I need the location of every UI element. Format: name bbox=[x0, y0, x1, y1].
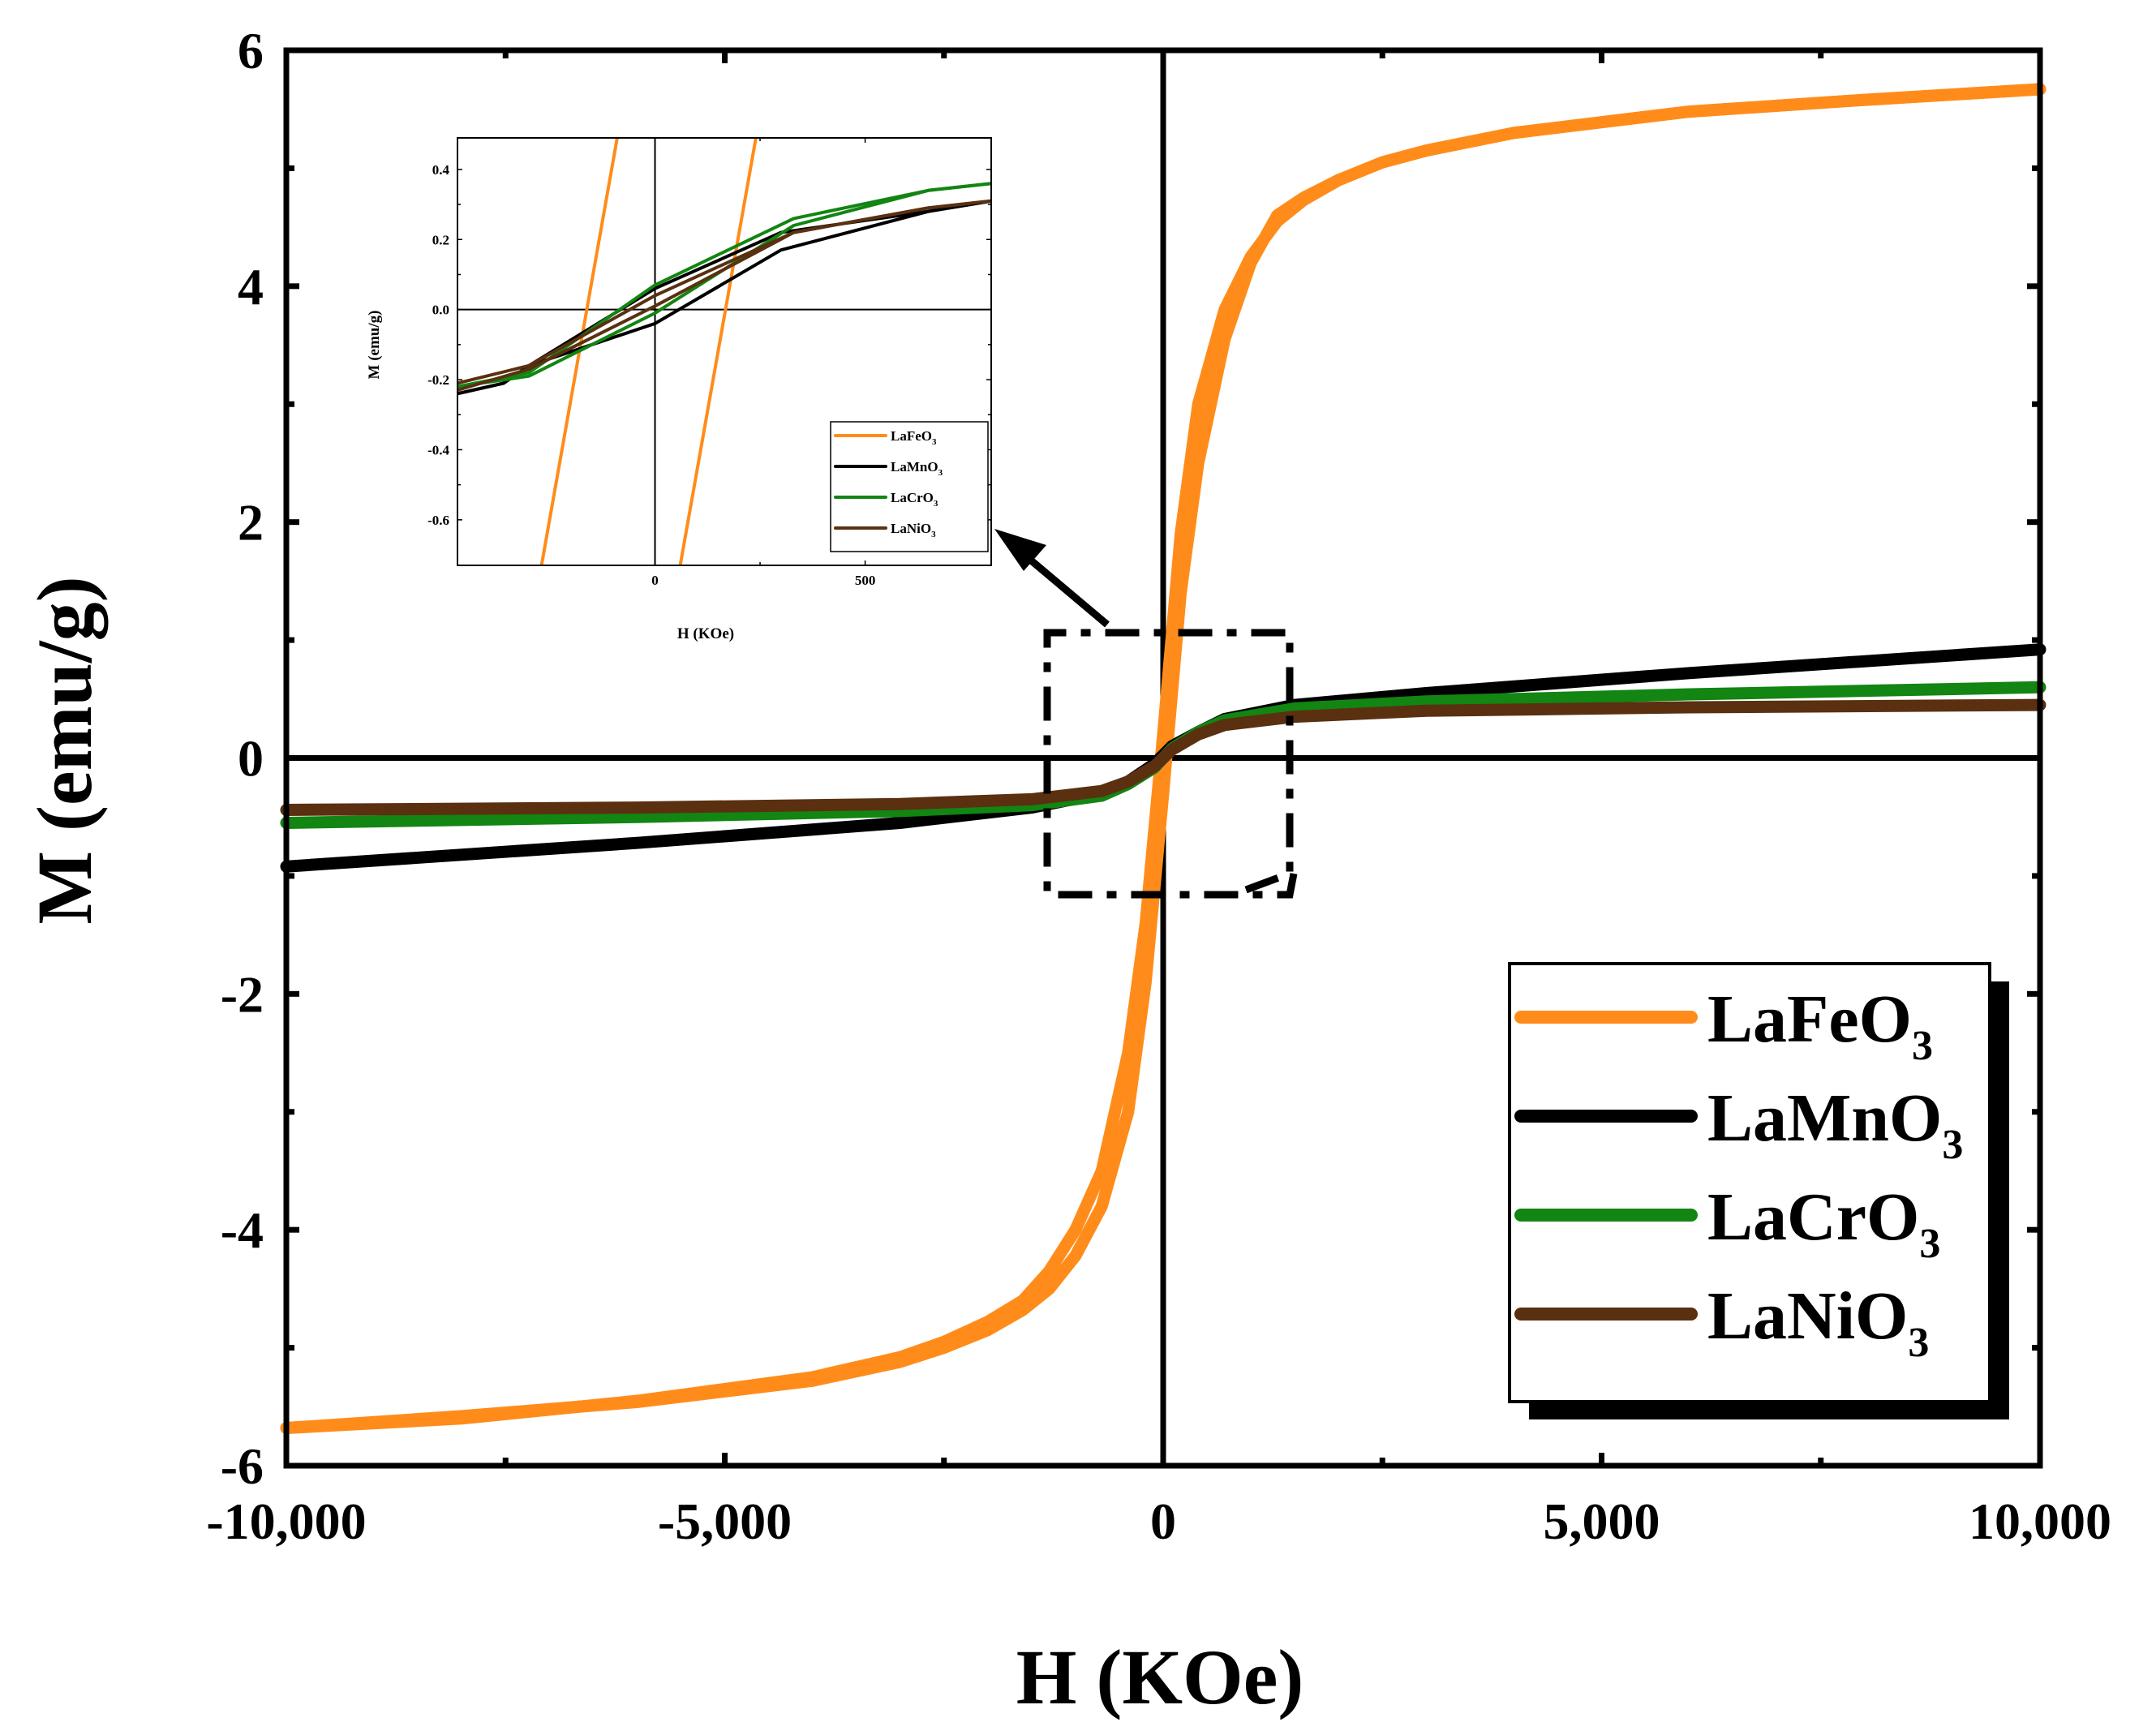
main-legend-label-base: LaFeO bbox=[1707, 981, 1912, 1057]
inset-x-axis-title: H (KOe) bbox=[677, 625, 734, 642]
main-legend-box bbox=[1508, 962, 1991, 1403]
main-x-tick-label: -10,000 bbox=[206, 1492, 366, 1550]
main-series-group bbox=[280, 83, 2046, 1434]
inset-legend-box bbox=[830, 421, 989, 552]
main-y-tick-label: -6 bbox=[221, 1437, 264, 1495]
inset-legend-label-base: LaFeO bbox=[891, 428, 932, 444]
inset-legend-label-lamno3: LaMnO3 bbox=[891, 459, 943, 478]
inset-arrow-shaft bbox=[1028, 556, 1110, 628]
main-series-lafeo3-branch-2 bbox=[280, 83, 2046, 1434]
inset-legend-label-lacro3: LaCrO3 bbox=[891, 490, 938, 509]
main-y-tick-label: 6 bbox=[238, 22, 264, 79]
inset-series-group bbox=[457, 138, 991, 565]
main-ticks: -10,000 -5,000 0 5,000 10,000 -6 -4 -2 0 2 4 6 bbox=[206, 22, 2111, 1550]
inset-legend-label-base: LaMnO bbox=[891, 459, 938, 475]
inset-plot-frame bbox=[457, 137, 992, 566]
inset-series-lanio3-branch-2 bbox=[457, 199, 991, 392]
inset-legend-label-subscript: 3 bbox=[934, 499, 938, 509]
main-y-tick-label: -2 bbox=[221, 965, 264, 1023]
main-x-axis-title: H (KOe) bbox=[1016, 1634, 1304, 1720]
inset-legend-item-lanio3: LaNiO3 bbox=[834, 521, 936, 539]
inset-legend-label-lafeo3: LaFeO3 bbox=[891, 428, 937, 447]
inset-plot: 0 500 -0.6 -0.4 -0.2 0.0 0.2 0.4 H (KOe) M (emu… bbox=[366, 137, 992, 642]
main-legend-label-base: LaNiO bbox=[1707, 1278, 1908, 1354]
zoom-region-box bbox=[1043, 629, 1298, 899]
main-x-tick-label: 0 bbox=[1150, 1492, 1176, 1550]
inset-legend-label-subscript: 3 bbox=[931, 530, 936, 539]
inset-y-tick-label: -0.6 bbox=[427, 513, 449, 528]
inset-y-tick-label: 0.4 bbox=[432, 162, 450, 178]
main-legend-label-subscript: 3 bbox=[1942, 1122, 1963, 1168]
inset-x-tick-label: 500 bbox=[855, 573, 876, 588]
inset-x-tick-label: 0 bbox=[651, 573, 659, 588]
inset-series-lamno3-branch-2 bbox=[457, 199, 991, 396]
main-legend-label-subscript: 3 bbox=[1908, 1320, 1929, 1366]
main-legend-item-lacro3: LaCrO3 bbox=[1514, 1179, 1940, 1267]
main-x-tick-label: 5,000 bbox=[1544, 1492, 1660, 1550]
main-legend-label-lacro3: LaCrO3 bbox=[1707, 1179, 1940, 1267]
main-legend-item-lafeo3: LaFeO3 bbox=[1514, 981, 1933, 1069]
inset-legend-label-subscript: 3 bbox=[938, 468, 943, 478]
main-y-tick-label: 4 bbox=[238, 258, 264, 316]
inset-legend-label-base: LaNiO bbox=[891, 521, 931, 536]
inset-ticks: 0 500 -0.6 -0.4 -0.2 0.0 0.2 0.4 bbox=[427, 138, 991, 588]
main-x-tick-label: 10,000 bbox=[1969, 1492, 2111, 1550]
inset-frame-rect bbox=[457, 137, 992, 566]
inset-y-tick-label: -0.2 bbox=[427, 372, 449, 388]
main-y-tick-label: 0 bbox=[238, 730, 264, 788]
main-legend-label-lafeo3: LaFeO3 bbox=[1707, 981, 1933, 1069]
inset-y-tick-label: -0.4 bbox=[427, 442, 449, 457]
main-legend-label-subscript: 3 bbox=[1912, 1023, 1933, 1069]
inset-arrow-head bbox=[994, 529, 1046, 571]
main-legend-label-base: LaCrO bbox=[1707, 1179, 1919, 1255]
inset-legend-label-lanio3: LaNiO3 bbox=[891, 521, 936, 539]
main-y-axis-title: M (emu/g) bbox=[21, 576, 108, 924]
main-y-tick-label: -4 bbox=[221, 1201, 264, 1259]
main-y-tick-label: 2 bbox=[238, 494, 264, 552]
main-x-tick-label: -5,000 bbox=[658, 1492, 792, 1550]
inset-y-tick-label: 0.2 bbox=[432, 232, 449, 247]
main-legend-label-subscript: 3 bbox=[1919, 1221, 1940, 1267]
main-legend-label-lamno3: LaMnO3 bbox=[1707, 1080, 1963, 1168]
main-legend-label-base: LaMnO bbox=[1707, 1080, 1942, 1156]
inset-y-tick-label: 0.0 bbox=[432, 303, 449, 318]
main-series-lanio3-branch-1 bbox=[280, 698, 2046, 816]
inset-legend-item-lacro3: LaCrO3 bbox=[834, 490, 938, 509]
inset-legend-label-subscript: 3 bbox=[932, 437, 937, 447]
inset-series-lafeo3-branch-1 bbox=[678, 138, 758, 565]
inset-legend-item-lafeo3: LaFeO3 bbox=[834, 428, 937, 447]
main-legend-item-lanio3: LaNiO3 bbox=[1514, 1278, 1929, 1366]
inset-y-axis-title: M (emu/g) bbox=[366, 311, 383, 380]
main-plot: -10,000 -5,000 0 5,000 10,000 -6 -4 -2 0 2 4 6 H (K… bbox=[21, 22, 2111, 1720]
inset-legend-item-lamno3: LaMnO3 bbox=[834, 459, 943, 478]
main-legend-label-lanio3: LaNiO3 bbox=[1707, 1278, 1929, 1366]
main-legend-item-lamno3: LaMnO3 bbox=[1514, 1080, 1963, 1168]
inset-legend-label-base: LaCrO bbox=[891, 490, 934, 505]
